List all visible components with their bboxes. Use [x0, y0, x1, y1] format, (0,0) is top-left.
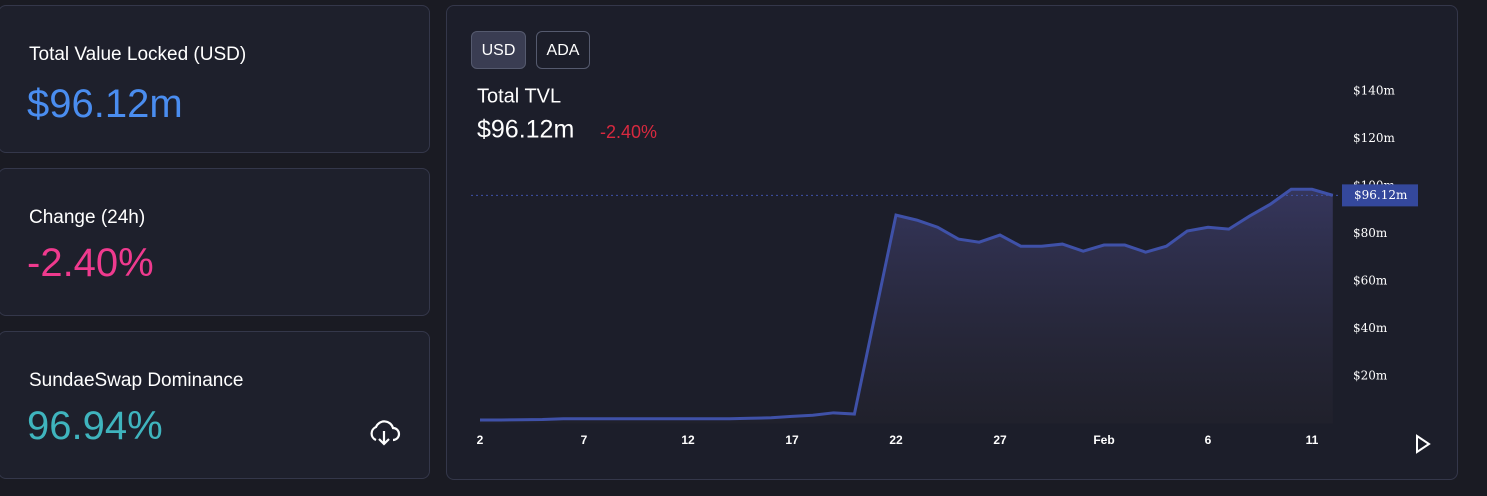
line: [480, 187, 1334, 422]
y-tick-label: $60m: [1353, 274, 1388, 288]
tvl-card: Total Value Locked (USD) $96.12m: [0, 5, 430, 153]
price-tag-label: $96.12m: [1354, 188, 1408, 202]
chart-value: $96.12m: [477, 116, 574, 144]
price-tag: [1342, 184, 1418, 207]
x-tick-label: Feb: [1093, 433, 1114, 447]
y-tick-label: $40m: [1353, 321, 1388, 335]
download-icon[interactable]: [367, 418, 401, 448]
x-tick-label: 17: [785, 433, 799, 447]
x-tick-label: 22: [889, 433, 903, 447]
card-label: Total Value Locked (USD): [29, 44, 247, 65]
area-fill: [480, 189, 1333, 424]
x-tick-label: 12: [681, 433, 695, 447]
y-tick-label: $80m: [1353, 226, 1388, 240]
card-value: 96.94%: [27, 404, 163, 448]
y-tick-label: $140m: [1353, 84, 1396, 98]
y-tick-label: $20m: [1353, 369, 1388, 383]
chart-change: -2.40%: [600, 122, 657, 142]
card-value: $96.12m: [27, 82, 183, 126]
card-label: Change (24h): [29, 207, 146, 228]
card-value: -2.40%: [27, 241, 154, 285]
y-tick-label: $120m: [1353, 131, 1396, 145]
toggle-button[interactable]: ADA: [536, 31, 590, 69]
card-label: SundaeSwap Dominance: [29, 370, 244, 391]
x-tick-label: 27: [993, 433, 1007, 447]
x-tick-label: 7: [581, 433, 588, 447]
change-card: Change (24h) -2.40%: [0, 168, 430, 316]
dominance-card: SundaeSwap Dominance 96.94%: [0, 331, 430, 479]
x-tick-label: 2: [477, 433, 484, 447]
x-tick-label: 11: [1306, 433, 1319, 447]
chart-title: Total TVL: [477, 85, 561, 107]
play-button[interactable]: [1416, 434, 1431, 454]
toggle-button[interactable]: USD: [471, 31, 526, 69]
x-tick-label: 6: [1205, 433, 1212, 447]
